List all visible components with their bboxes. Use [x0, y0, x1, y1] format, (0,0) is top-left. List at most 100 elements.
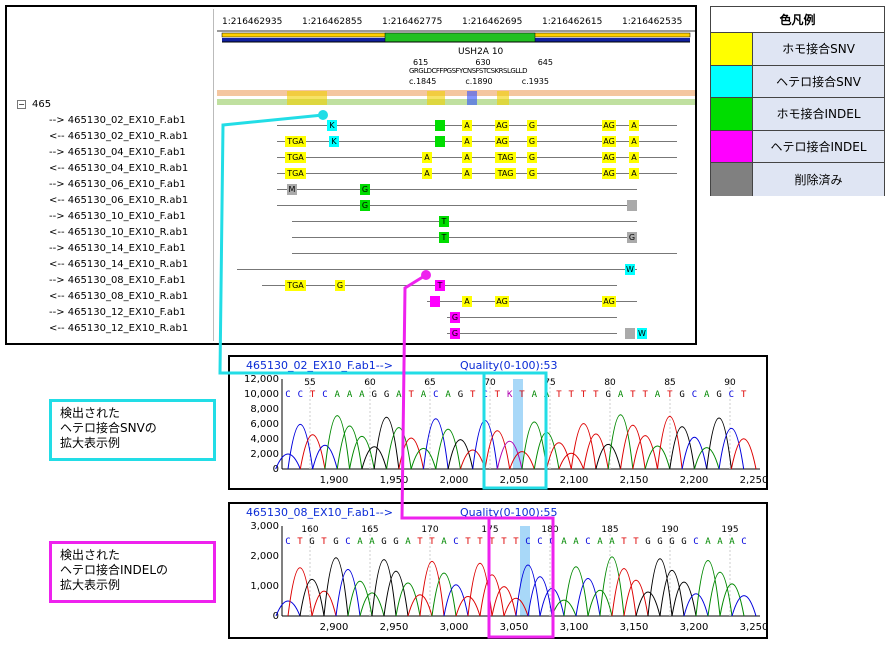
tree-item-read[interactable]: --> 465130_04_EX10_F.ab1	[49, 147, 186, 158]
base-call: A	[561, 537, 567, 547]
variant-marker[interactable]: A	[462, 296, 472, 307]
base-number: 165	[361, 525, 378, 535]
variant-marker[interactable]: G	[627, 232, 637, 243]
base-call: A	[573, 537, 579, 547]
variant-marker[interactable]: TGA	[285, 280, 306, 291]
variant-marker[interactable]	[625, 328, 635, 339]
track-svg	[217, 30, 695, 43]
legend-label: ヘテロ接合INDEL	[753, 130, 884, 162]
variant-marker[interactable]: AG	[495, 296, 509, 307]
variant-marker[interactable]: A	[462, 120, 472, 131]
chromatogram-2[interactable]: 3,000 2,000 1,000 0 2,900 2,950 3,000 3,050 3,10…	[230, 504, 766, 637]
y-tick-label: 1,000	[250, 581, 279, 592]
y-tick-label: 3,000	[250, 521, 279, 532]
y-tick-label: 8,000	[250, 404, 279, 415]
trace-peak	[707, 571, 733, 617]
variant-marker[interactable]: AG	[602, 136, 616, 147]
trace-peak	[563, 566, 589, 617]
tree-item-read[interactable]: <-- 465130_12_EX10_R.ab1	[49, 323, 189, 334]
base-call: A	[357, 537, 363, 547]
variant-marker[interactable]: A	[629, 168, 639, 179]
tree-item-read[interactable]: --> 465130_02_EX10_F.ab1	[49, 115, 186, 126]
variant-marker[interactable]: A	[629, 152, 639, 163]
variant-marker[interactable]: AG	[602, 168, 616, 179]
x-tick-label: 2,000	[440, 475, 469, 486]
base-call: T	[297, 537, 303, 547]
base-call: T	[429, 537, 435, 547]
variant-marker[interactable]: AG	[602, 152, 616, 163]
variant-marker[interactable]: AG	[602, 296, 616, 307]
variant-marker[interactable]: G	[527, 168, 537, 179]
variant-marker[interactable]: TGA	[285, 152, 306, 163]
variant-marker[interactable]: TAG	[495, 152, 516, 163]
trace-title: 465130_08_EX10_F.ab1-->	[246, 506, 393, 519]
legend-swatch	[711, 65, 753, 97]
variant-marker[interactable]	[430, 296, 440, 307]
tree-item-read[interactable]: --> 465130_14_EX10_F.ab1	[49, 243, 186, 254]
tree-item-read[interactable]: <-- 465130_10_EX10_R.ab1	[49, 227, 189, 238]
variant-marker[interactable]	[435, 120, 445, 131]
variant-marker[interactable]: A	[422, 168, 432, 179]
variant-marker[interactable]: G	[527, 120, 537, 131]
variant-marker[interactable]: A	[422, 152, 432, 163]
variant-marker[interactable]: G	[450, 312, 460, 323]
variant-marker[interactable]: A	[629, 136, 639, 147]
variant-marker[interactable]: T	[439, 232, 449, 243]
variant-marker[interactable]: AG	[602, 120, 616, 131]
base-number: 175	[481, 525, 498, 535]
variant-marker[interactable]: G	[335, 280, 345, 291]
variant-marker[interactable]: W	[637, 328, 647, 339]
variant-marker[interactable]: A	[462, 152, 472, 163]
chromatogram-1[interactable]: 12,000 10,000 8,000 6,000 4,000 2,000 0 1,900 1,…	[230, 357, 766, 488]
tree-item-read[interactable]: --> 465130_08_EX10_F.ab1	[49, 275, 186, 286]
variant-marker[interactable]: W	[625, 264, 635, 275]
base-call: T	[667, 390, 673, 400]
variant-marker[interactable]: A	[462, 136, 472, 147]
tree-root[interactable]: −465	[17, 99, 51, 110]
variant-marker[interactable]: G	[527, 136, 537, 147]
variant-marker[interactable]: G	[360, 184, 370, 195]
trace-peak	[659, 569, 685, 617]
base-call: T	[556, 390, 562, 400]
base-call: A	[609, 537, 615, 547]
tree-item-read[interactable]: --> 465130_12_EX10_F.ab1	[49, 307, 186, 318]
variant-marker[interactable]: K	[329, 136, 339, 147]
alignment-panel: −465 --> 465130_02_EX10_F.ab1 <-- 465130_…	[5, 5, 697, 345]
variant-marker[interactable]: K	[327, 120, 337, 131]
variant-marker[interactable]: TGA	[285, 168, 306, 179]
collapse-icon[interactable]: −	[17, 100, 26, 109]
tree-item-read[interactable]: <-- 465130_02_EX10_R.ab1	[49, 131, 189, 142]
base-call: T	[741, 390, 747, 400]
variant-marker[interactable]: M	[287, 184, 297, 195]
variant-marker[interactable]: TAG	[495, 168, 516, 179]
read-alignment-line	[277, 205, 637, 206]
reference-sequence-track	[217, 90, 695, 105]
variant-marker[interactable]: G	[450, 328, 460, 339]
base-call: A	[544, 390, 550, 400]
legend-row: ヘテロ接合INDEL	[711, 130, 884, 163]
tree-item-read[interactable]: --> 465130_10_EX10_F.ab1	[49, 211, 186, 222]
trace-peak	[398, 437, 424, 470]
trace-peak	[484, 430, 511, 470]
variant-marker[interactable]: TGA	[285, 136, 306, 147]
variant-marker[interactable]	[435, 136, 445, 147]
variant-marker[interactable]: A	[629, 120, 639, 131]
variant-marker[interactable]: A	[462, 168, 472, 179]
trace-peak	[731, 595, 757, 617]
variant-marker[interactable]: G	[527, 152, 537, 163]
tree-item-read[interactable]: <-- 465130_04_EX10_R.ab1	[49, 163, 189, 174]
variant-marker[interactable]: T	[439, 216, 449, 227]
base-call: A	[655, 390, 661, 400]
tree-item-read[interactable]: <-- 465130_06_EX10_R.ab1	[49, 195, 189, 206]
base-call: C	[322, 390, 327, 400]
base-call: C	[285, 390, 290, 400]
variant-marker[interactable]: T	[435, 280, 445, 291]
variant-marker[interactable]: AG	[495, 120, 509, 131]
tree-item-read[interactable]: <-- 465130_14_EX10_R.ab1	[49, 259, 189, 270]
variant-marker[interactable]: AG	[495, 136, 509, 147]
variant-marker[interactable]	[627, 200, 637, 211]
tree-item-read[interactable]: --> 465130_06_EX10_F.ab1	[49, 179, 186, 190]
base-number: 85	[664, 378, 675, 388]
variant-marker[interactable]: G	[360, 200, 370, 211]
tree-item-read[interactable]: <-- 465130_08_EX10_R.ab1	[49, 291, 189, 302]
